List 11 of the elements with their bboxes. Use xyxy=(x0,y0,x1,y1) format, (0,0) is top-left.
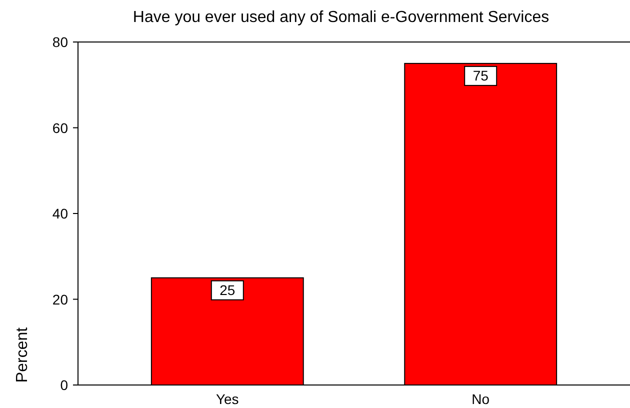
chart-title: Have you ever used any of Somali e-Government Services xyxy=(132,9,550,26)
x-tick-label: Yes xyxy=(216,391,239,407)
data-label: 75 xyxy=(472,67,489,84)
y-tick-label: 20 xyxy=(52,291,68,308)
data-label: 25 xyxy=(220,282,236,298)
x-tick-label: No xyxy=(472,391,490,407)
y-tick-label: 80 xyxy=(52,34,68,50)
y-tick-label: 60 xyxy=(52,120,68,136)
y-tick-label: 40 xyxy=(52,206,68,222)
y-tick-label: 0 xyxy=(60,377,68,393)
y-axis-title: Percent xyxy=(14,326,31,383)
